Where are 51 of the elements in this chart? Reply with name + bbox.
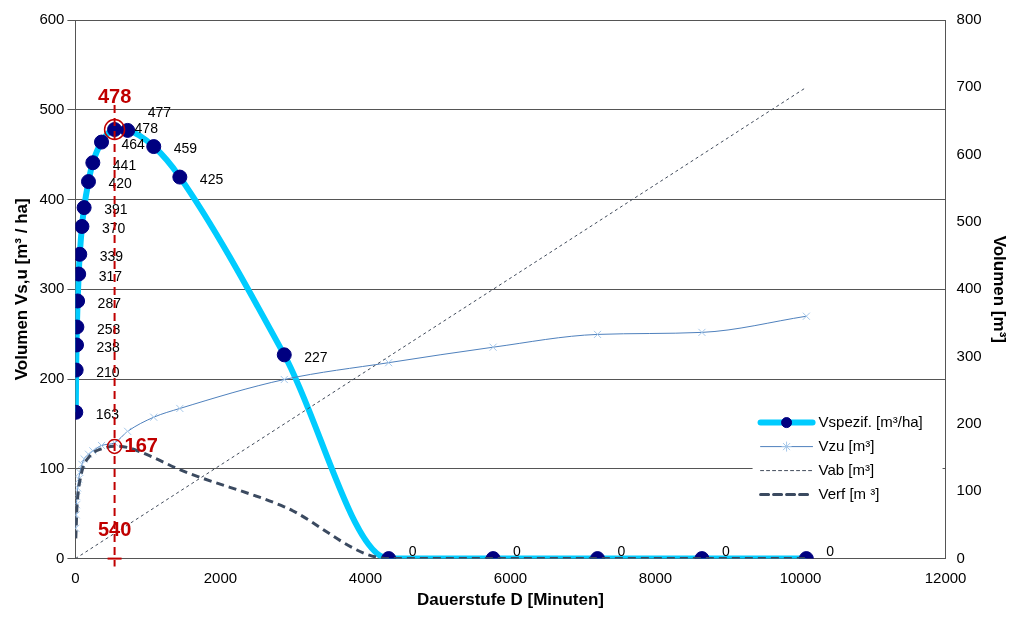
data-label: 0 — [408, 543, 417, 560]
y2-tick-label: 500 — [956, 212, 982, 230]
annotation: 478 — [97, 85, 132, 108]
data-label: 391 — [104, 201, 128, 218]
y-tick-label: 300 — [39, 279, 65, 297]
data-label: 339 — [99, 248, 124, 265]
data-label: 163 — [95, 406, 120, 423]
data-label: 370 — [101, 220, 126, 237]
x-tick-label: 0 — [71, 568, 80, 586]
y2-tick-label: 800 — [956, 10, 982, 28]
y-tick-label: 500 — [39, 99, 65, 117]
annotation: 167 — [124, 433, 158, 456]
legend-label: Verf [m ³] — [818, 484, 880, 502]
x-tick-label: 2000 — [203, 568, 238, 586]
x-tick-label: 10000 — [779, 568, 822, 586]
data-label: 0 — [721, 543, 730, 560]
y-axis-title: Volumen Vs,u [m³ / ha] — [11, 198, 31, 381]
y2-tick-label: 200 — [956, 414, 982, 432]
legend-label: Vzu [m³] — [818, 436, 875, 454]
y-tick-label: 100 — [39, 458, 65, 476]
x-tick-label: 12000 — [924, 568, 967, 586]
y2-tick-label: 600 — [956, 144, 982, 162]
y2-tick-label: 100 — [956, 481, 982, 499]
data-label: 459 — [173, 140, 198, 157]
y2-tick-label: 0 — [956, 548, 965, 566]
legend-label: Vspezif. [m³/ha] — [818, 412, 923, 430]
data-label: 464 — [121, 135, 146, 152]
data-label: 478 — [134, 119, 159, 136]
data-label: 238 — [96, 338, 121, 355]
data-label: 227 — [304, 348, 328, 365]
y2-tick-label: 700 — [956, 77, 982, 95]
y-tick-label: 0 — [56, 548, 65, 566]
y-tick-label: 400 — [39, 189, 65, 207]
y-tick-label: 200 — [39, 369, 65, 387]
data-label: 425 — [199, 170, 224, 187]
x-tick-label: 6000 — [493, 568, 528, 586]
data-label: 0 — [617, 543, 626, 560]
legend-label: Vab [m³] — [818, 460, 875, 478]
data-label: 210 — [96, 363, 120, 380]
y2-tick-label: 400 — [956, 279, 982, 297]
ref-line-label: 540 — [97, 518, 132, 541]
data-label: 317 — [98, 267, 123, 284]
x-tick-label: 4000 — [348, 568, 383, 586]
data-label: 0 — [513, 543, 522, 560]
x-axis-title: Dauerstufe D [Minuten] — [417, 590, 604, 610]
data-label: 441 — [112, 156, 137, 173]
x-tick-label: 8000 — [638, 568, 673, 586]
y2-axis-title: Volumen [m³] — [990, 235, 1010, 343]
data-label: 0 — [826, 543, 835, 560]
y2-tick-label: 300 — [956, 346, 982, 364]
y-tick-label: 600 — [39, 10, 65, 28]
